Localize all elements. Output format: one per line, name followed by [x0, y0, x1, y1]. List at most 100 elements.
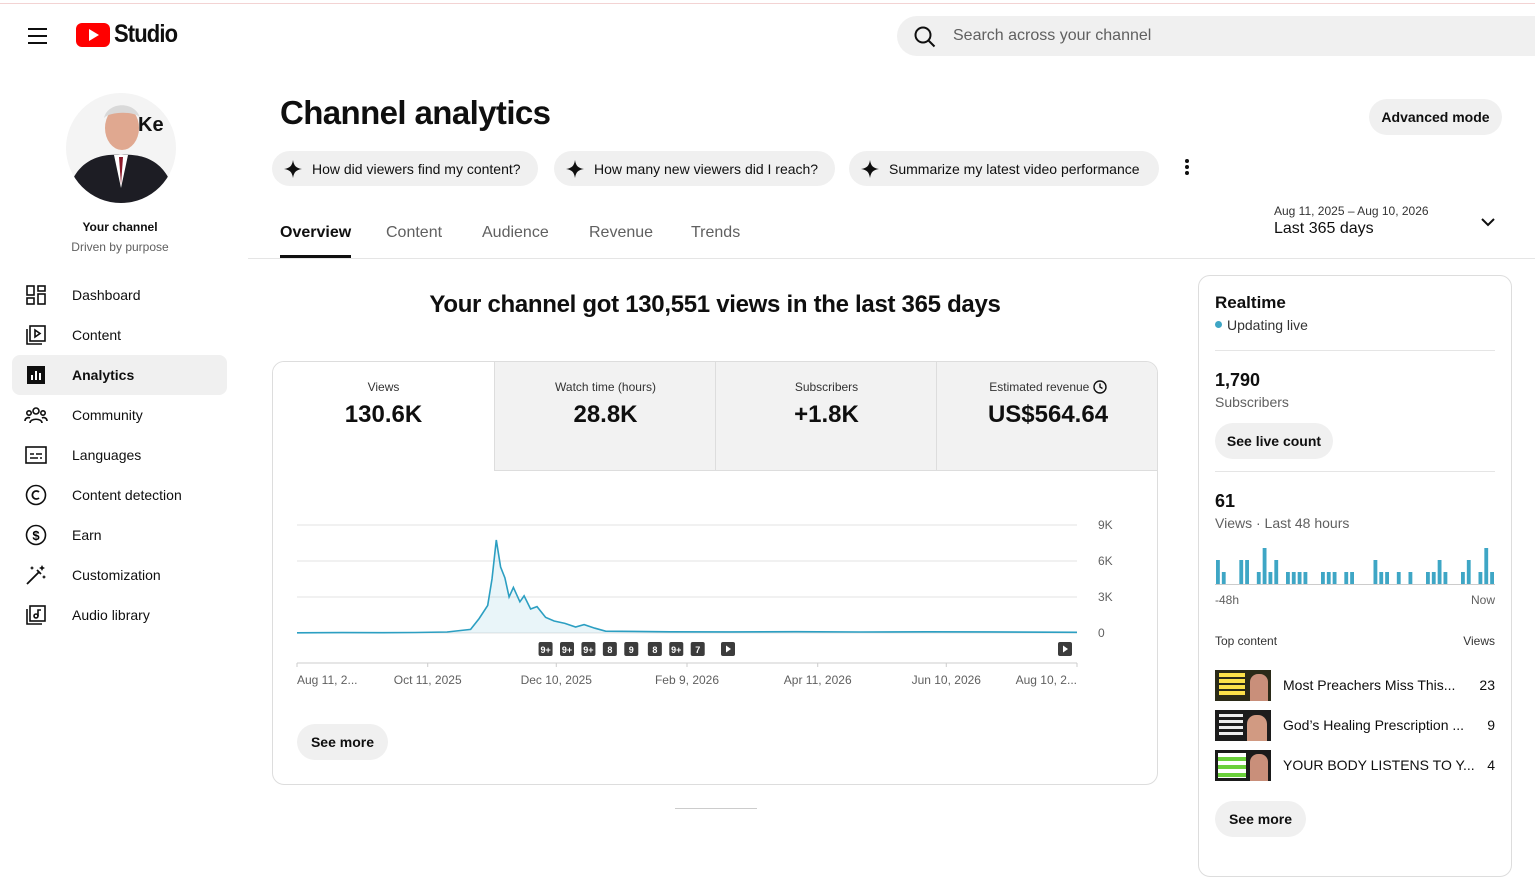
tab[interactable]: Audience [482, 224, 549, 241]
annotation-marker[interactable] [560, 642, 574, 656]
bar [1379, 572, 1384, 584]
video-views: 9 [1487, 717, 1495, 733]
nav-item[interactable]: Dashboard [12, 275, 227, 315]
nav-label: Languages [72, 447, 142, 463]
video-title[interactable]: Most Preachers Miss This... [1283, 677, 1456, 693]
area [297, 540, 1077, 633]
nav-item[interactable]: Community [12, 395, 227, 435]
prompt-chip[interactable]: How many new viewers did I reach? [554, 151, 835, 186]
metric-label: Estimated revenue [937, 380, 1157, 394]
channel-avatar[interactable]: Ke [66, 93, 176, 203]
annotation-marker[interactable] [690, 642, 705, 656]
metric-tile[interactable]: Estimated revenue US$564.64 [936, 362, 1157, 471]
bar [1443, 572, 1448, 584]
annotation-label: 9+ [562, 645, 572, 655]
channel-tagline: Driven by purpose [71, 240, 169, 254]
sparkle-icon [861, 159, 879, 178]
bar [1466, 560, 1471, 584]
realtime-status: Updating live [1227, 317, 1308, 333]
x-tick-label: Apr 11, 2026 [784, 673, 852, 687]
play-icon [726, 645, 731, 653]
divider [248, 258, 1535, 259]
logo-icon[interactable] [76, 23, 110, 47]
nav-label: Customization [72, 567, 161, 583]
video-title[interactable]: YOUR BODY LISTENS TO Y... [1283, 757, 1475, 773]
tab-underline [280, 255, 351, 258]
metric-tile[interactable]: Subscribers +1.8K [715, 362, 937, 471]
nav-item[interactable]: Customization [12, 555, 227, 595]
nav-label: Audio library [72, 607, 150, 623]
nav-label: Content detection [72, 487, 182, 503]
prompt-chip[interactable]: How did viewers find my content? [272, 151, 538, 186]
metric-tile[interactable]: Views 130.6K [273, 362, 494, 470]
date-dropdown[interactable] [1480, 216, 1496, 228]
see-more-button[interactable]: See more [297, 724, 388, 760]
tab[interactable]: Revenue [589, 224, 654, 241]
search-placeholder: Search across your channel [953, 27, 1152, 44]
nav-item[interactable]: Languages [12, 435, 227, 475]
views-column-label: Views [1463, 634, 1495, 648]
svg-text:Ke: Ke [138, 114, 164, 136]
date-period[interactable]: Last 365 days [1274, 220, 1374, 237]
metric-value: 28.8K [573, 401, 638, 428]
annotation-marker[interactable] [624, 642, 639, 656]
advanced-mode-button[interactable]: Advanced mode [1369, 99, 1502, 135]
video-views: 4 [1487, 757, 1495, 773]
video-thumbnail[interactable] [1215, 670, 1271, 701]
x-tick-label: -48h [1215, 593, 1239, 607]
prompt-chip[interactable]: Summarize my latest video performance [849, 151, 1159, 186]
video-thumbnail[interactable] [1215, 750, 1271, 781]
realtime-views: 61 [1215, 491, 1236, 511]
views-chart: 0 3K 6K 9K Aug 11, 2... Oct 11, 2025 Dec 10, 2… [296, 518, 1113, 687]
annotation-marker[interactable] [669, 642, 684, 656]
annotation-marker[interactable] [538, 642, 553, 656]
nav-label: Analytics [72, 367, 135, 383]
realtime-chart: -48h Now [1215, 548, 1495, 607]
channel-name[interactable]: Your channel [82, 220, 158, 234]
tab[interactable]: Trends [691, 224, 741, 241]
sparkle-icon [284, 159, 302, 178]
date-range[interactable]: Aug 11, 2025 – Aug 10, 2026 [1274, 204, 1429, 218]
x-tick-label: Jun 10, 2026 [912, 673, 982, 687]
annotation-label: 9+ [583, 645, 593, 655]
logo-text[interactable]: Studio [114, 20, 178, 48]
prompt-text: Summarize my latest video performance [889, 160, 1140, 177]
video-thumbnail[interactable] [1215, 710, 1271, 741]
video-title[interactable]: God’s Healing Prescription ... [1283, 717, 1465, 733]
nav-item[interactable]: Analytics [12, 355, 227, 395]
divider [1215, 350, 1495, 351]
x-tick-label: Oct 11, 2025 [394, 673, 462, 687]
metric-tile[interactable]: Watch time (hours) 28.8K [494, 362, 716, 471]
nav-item[interactable]: Content [12, 315, 227, 355]
y-tick-label: 0 [1098, 626, 1105, 640]
nav-icon: $ [25, 524, 47, 546]
bar [1245, 560, 1249, 584]
nav-item[interactable]: Audio library [12, 595, 227, 635]
annotation-label: 9+ [540, 645, 550, 655]
metric-label-text: Estimated revenue [989, 380, 1090, 394]
nav-label: Dashboard [72, 287, 141, 303]
annotation-marker[interactable] [647, 642, 662, 656]
bar [1461, 572, 1465, 584]
see-more-button[interactable]: See more [1215, 801, 1306, 837]
bar [1291, 572, 1296, 584]
realtime-title: Realtime [1215, 293, 1286, 312]
live-count-button[interactable]: See live count [1215, 423, 1333, 459]
search-bar[interactable]: Search across your channel [897, 16, 1535, 56]
sparkle-icon [566, 159, 584, 178]
video-views: 23 [1479, 677, 1495, 693]
tab[interactable]: Content [386, 224, 443, 241]
play-icon [1063, 645, 1068, 653]
nav-item[interactable]: $ Earn [12, 515, 227, 555]
x-tick-label: Dec 10, 2025 [521, 673, 593, 687]
annotation-marker[interactable] [602, 642, 617, 656]
more-button[interactable] [1183, 158, 1191, 178]
menu-button[interactable] [28, 28, 48, 44]
line [296, 539, 1078, 634]
svg-text:$: $ [32, 528, 40, 543]
bar [1373, 560, 1378, 584]
bar [1216, 560, 1220, 584]
nav-item[interactable]: Content detection [12, 475, 227, 515]
annotation-marker[interactable] [581, 642, 596, 656]
tab[interactable]: Overview [280, 224, 352, 241]
